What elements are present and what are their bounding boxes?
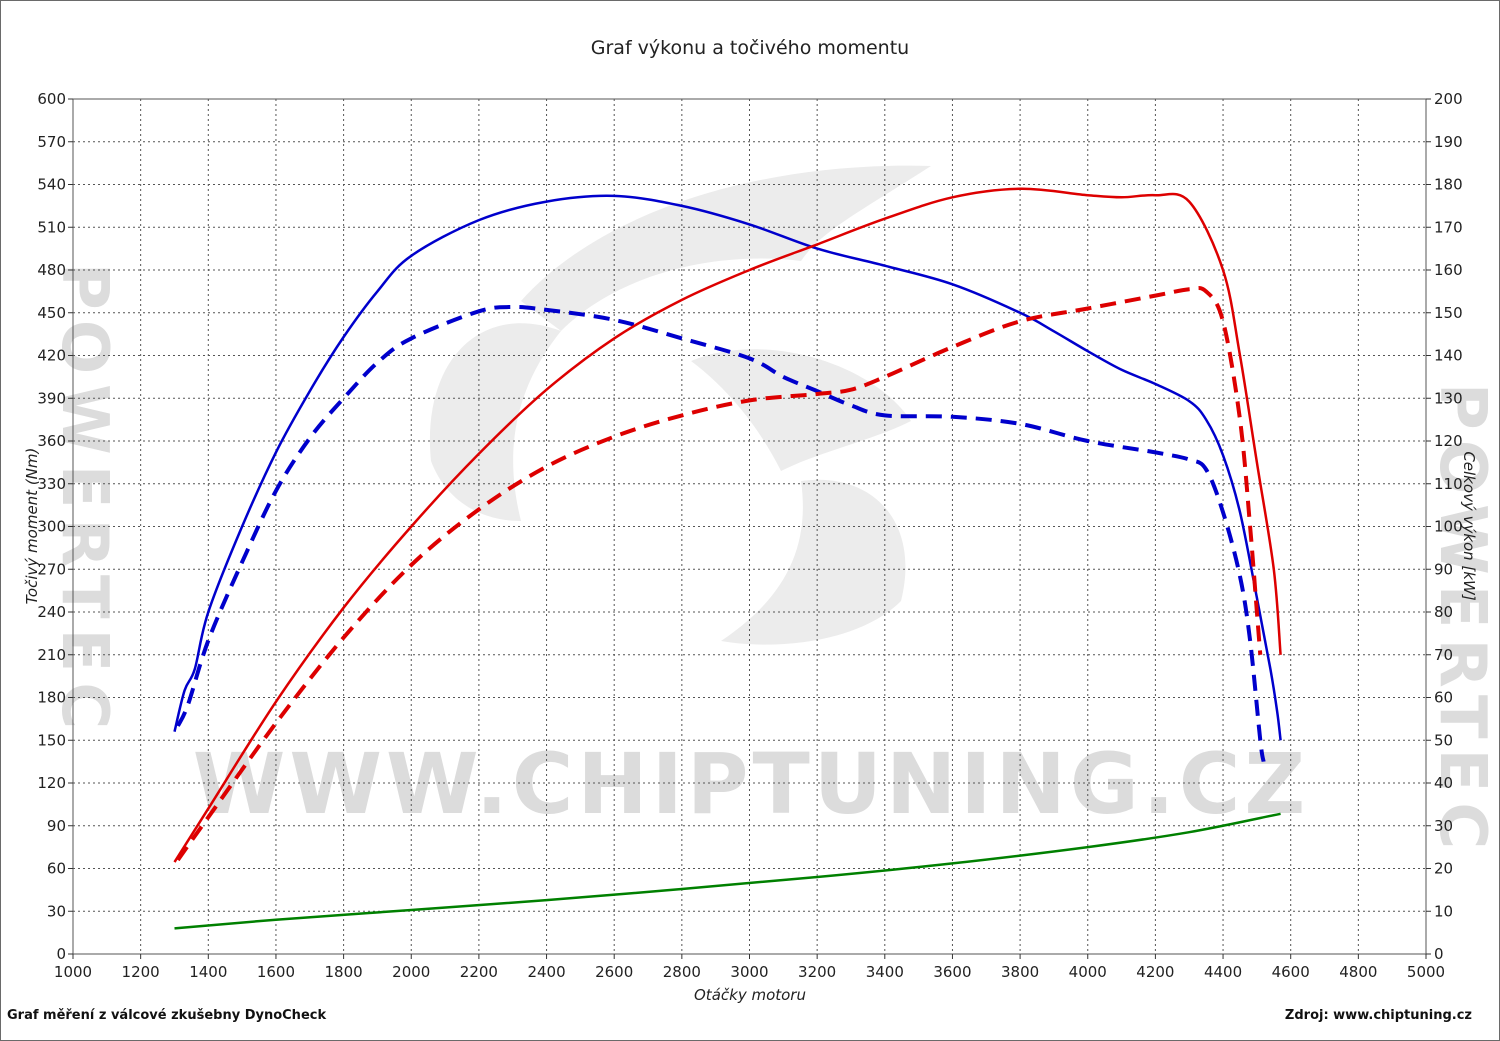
x-tick-label: 3800 bbox=[1001, 963, 1039, 981]
left-tick-label: 120 bbox=[37, 774, 66, 792]
left-tick-label: 360 bbox=[37, 432, 66, 450]
right-tick-label: 190 bbox=[1434, 133, 1463, 151]
left-tick-labels: 0 30 60 90 120 150 180 210 240 270 300 330 360 390 420… bbox=[37, 90, 66, 963]
x-tick-label: 3000 bbox=[730, 963, 768, 981]
footer-right: Zdroj: www.chiptuning.cz bbox=[1285, 1008, 1472, 1023]
series-layer bbox=[173, 187, 1282, 930]
left-tick-label: 60 bbox=[47, 860, 66, 878]
right-tick-label: 200 bbox=[1434, 90, 1463, 108]
x-tick-label: 2800 bbox=[663, 963, 701, 981]
right-tick-label: 20 bbox=[1434, 860, 1453, 878]
x-tick-label: 1400 bbox=[189, 963, 227, 981]
left-tick-label: 30 bbox=[47, 902, 66, 920]
right-tick-label: 40 bbox=[1434, 774, 1453, 792]
right-tick-label: 130 bbox=[1434, 389, 1463, 407]
left-tick-label: 600 bbox=[37, 90, 66, 108]
left-tick-label: 390 bbox=[37, 389, 66, 407]
left-tick-label: 540 bbox=[37, 176, 66, 194]
left-tick-label: 450 bbox=[37, 304, 66, 322]
right-tick-label: 180 bbox=[1434, 176, 1463, 194]
x-tick-label: 2200 bbox=[460, 963, 498, 981]
right-tick-label: 60 bbox=[1434, 689, 1453, 707]
axes bbox=[68, 98, 1431, 959]
x-tick-label: 2400 bbox=[527, 963, 565, 981]
series-line-2 bbox=[173, 187, 1282, 863]
right-tick-label: 10 bbox=[1434, 902, 1453, 920]
right-tick-label: 70 bbox=[1434, 646, 1453, 664]
right-tick-label: 110 bbox=[1434, 475, 1463, 493]
x-tick-label: 1000 bbox=[54, 963, 92, 981]
left-tick-label: 270 bbox=[37, 560, 66, 578]
x-tick-label: 4000 bbox=[1069, 963, 1107, 981]
x-tick-label: 1200 bbox=[122, 963, 160, 981]
x-tick-label: 4200 bbox=[1136, 963, 1174, 981]
right-tick-label: 120 bbox=[1434, 432, 1463, 450]
right-tick-label: 140 bbox=[1434, 347, 1463, 365]
x-tick-label: 3200 bbox=[798, 963, 836, 981]
left-tick-label: 300 bbox=[37, 518, 66, 536]
right-tick-label: 80 bbox=[1434, 603, 1453, 621]
x-tick-label: 4600 bbox=[1272, 963, 1310, 981]
chart-title: Graf výkonu a točivého momentu bbox=[591, 37, 909, 59]
left-tick-label: 90 bbox=[47, 817, 66, 835]
right-tick-label: 160 bbox=[1434, 261, 1463, 279]
x-tick-labels: 1000 1200 1400 1600 1800 2000 2200 2400 2600 2800… bbox=[54, 963, 1445, 981]
left-tick-label: 570 bbox=[37, 133, 66, 151]
x-tick-label: 3600 bbox=[933, 963, 971, 981]
x-tick-label: 2000 bbox=[392, 963, 430, 981]
series-line-1 bbox=[176, 304, 1266, 762]
watermark-side-text-left: POWERTEC bbox=[47, 263, 121, 739]
right-tick-labels: 0 10 20 30 40 50 60 70 80 90 100 110 120 130 140 150 160… bbox=[1434, 90, 1463, 963]
series-line-3 bbox=[176, 286, 1263, 862]
y-axis-label-right: Celkový výkon [kW] bbox=[1460, 451, 1478, 601]
x-axis-label: Otáčky motoru bbox=[694, 986, 806, 1004]
grid bbox=[73, 99, 1426, 954]
series-line-0 bbox=[173, 194, 1282, 741]
watermark-center-text: WWW.CHIPTUNING.CZ bbox=[193, 735, 1310, 833]
right-tick-label: 50 bbox=[1434, 731, 1453, 749]
watermark-logo bbox=[429, 165, 931, 645]
x-tick-label: 4400 bbox=[1204, 963, 1242, 981]
x-tick-label: 1800 bbox=[325, 963, 363, 981]
left-tick-label: 0 bbox=[56, 945, 66, 963]
watermark: WWW.CHIPTUNING.CZ POWERTEC POWERTEC bbox=[47, 165, 1499, 859]
watermark-side-text-right: POWERTEC bbox=[1425, 383, 1499, 859]
right-tick-label: 150 bbox=[1434, 304, 1463, 322]
x-tick-label: 4800 bbox=[1339, 963, 1377, 981]
left-tick-label: 480 bbox=[37, 261, 66, 279]
x-tick-label: 5000 bbox=[1407, 963, 1445, 981]
left-tick-label: 180 bbox=[37, 689, 66, 707]
series-line-4 bbox=[174, 812, 1281, 930]
left-tick-label: 240 bbox=[37, 603, 66, 621]
left-tick-label: 210 bbox=[37, 646, 66, 664]
x-tick-label: 1600 bbox=[257, 963, 295, 981]
right-tick-label: 100 bbox=[1434, 518, 1463, 536]
left-tick-label: 150 bbox=[37, 731, 66, 749]
x-tick-label: 2600 bbox=[595, 963, 633, 981]
left-tick-label: 510 bbox=[37, 218, 66, 236]
right-tick-label: 90 bbox=[1434, 560, 1453, 578]
left-tick-label: 330 bbox=[37, 475, 66, 493]
right-tick-label: 0 bbox=[1434, 945, 1444, 963]
footer-left: Graf měření z válcové zkušebny DynoCheck bbox=[7, 1008, 326, 1023]
left-tick-label: 420 bbox=[37, 347, 66, 365]
right-tick-label: 170 bbox=[1434, 218, 1463, 236]
y-axis-label-left: Točivý moment (Nm) bbox=[23, 448, 41, 605]
x-tick-label: 3400 bbox=[866, 963, 904, 981]
right-tick-label: 30 bbox=[1434, 817, 1453, 835]
